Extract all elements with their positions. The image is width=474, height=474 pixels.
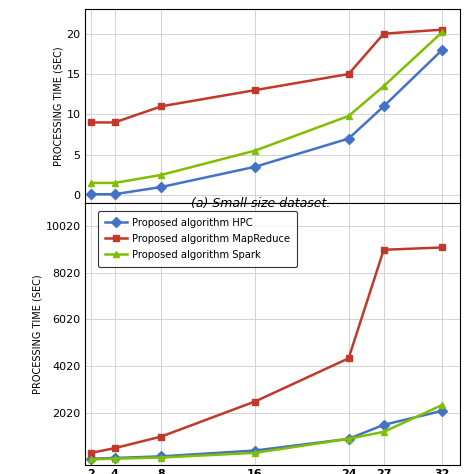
Text: (a) Small size dataset.: (a) Small size dataset. [191, 197, 330, 210]
Proposed algorithm Spark [346, 436, 351, 442]
Proposed algorithm Spark [252, 450, 258, 456]
Proposed algorithm HPC [346, 436, 351, 442]
Y-axis label: PROCESSING TIME (SEC): PROCESSING TIME (SEC) [54, 46, 64, 166]
Proposed algorithm Spark [112, 456, 118, 462]
Proposed algorithm HPC [381, 422, 387, 428]
Proposed algorithm MapReduce [439, 245, 445, 250]
Proposed algorithm HPC [158, 454, 164, 459]
X-axis label: SET SIZE: SET SIZE [242, 221, 303, 234]
Proposed algorithm Spark [439, 402, 445, 408]
Proposed algorithm HPC [88, 456, 94, 462]
Proposed algorithm MapReduce [88, 450, 94, 456]
Proposed algorithm HPC [112, 455, 118, 461]
Proposed algorithm HPC [252, 447, 258, 453]
Proposed algorithm Spark [381, 429, 387, 435]
Proposed algorithm MapReduce [346, 356, 351, 361]
Proposed algorithm Spark [88, 456, 94, 462]
Y-axis label: PROCESSING TIME (SEC): PROCESSING TIME (SEC) [33, 274, 43, 393]
Proposed algorithm MapReduce [252, 399, 258, 404]
Proposed algorithm Spark [158, 455, 164, 460]
Proposed algorithm MapReduce [381, 247, 387, 253]
Proposed algorithm MapReduce [158, 434, 164, 439]
Line: Proposed algorithm HPC: Proposed algorithm HPC [88, 407, 446, 462]
Line: Proposed algorithm MapReduce: Proposed algorithm MapReduce [88, 244, 446, 456]
Proposed algorithm HPC [439, 408, 445, 414]
Proposed algorithm MapReduce [112, 446, 118, 451]
Legend: Proposed algorithm HPC, Proposed algorithm MapReduce, Proposed algorithm Spark: Proposed algorithm HPC, Proposed algorit… [98, 211, 297, 267]
Line: Proposed algorithm Spark: Proposed algorithm Spark [88, 401, 446, 463]
